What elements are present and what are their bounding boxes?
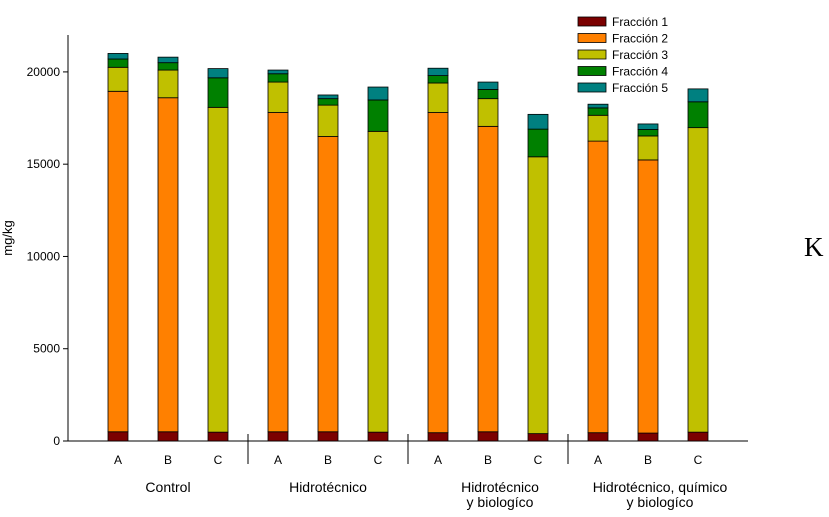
group-label: y biologíco	[627, 494, 694, 510]
group-label: Control	[145, 479, 190, 495]
bar-segment-5	[157, 56, 179, 64]
bar-segment-1	[367, 431, 389, 442]
bar-label: A	[274, 453, 282, 467]
bar-label: B	[644, 453, 652, 467]
bar-segment-3	[427, 82, 449, 113]
legend-label-3: Fracción 3	[612, 48, 668, 62]
bar-segment-2	[427, 112, 449, 434]
legend-label-1: Fracción 1	[612, 15, 668, 29]
bar-segment-4	[107, 58, 129, 68]
bar-segment-4	[267, 73, 289, 83]
bar-segment-4	[367, 99, 389, 132]
bar-segment-5	[107, 53, 129, 60]
bar-segment-5	[587, 103, 609, 109]
bar-label: A	[594, 453, 602, 467]
legend-label-2: Fracción 2	[612, 32, 668, 46]
bar-segment-4	[207, 77, 229, 108]
bar-segment-5	[527, 113, 549, 130]
bar-segment-3	[687, 127, 709, 433]
bar-segment-5	[687, 88, 709, 103]
y-tick-label: 5000	[33, 342, 60, 356]
bar-segment-2	[317, 136, 339, 433]
bar-segment-4	[317, 98, 339, 106]
bar-segment-2	[637, 159, 659, 434]
bar-segment-2	[477, 125, 499, 433]
bar-label: B	[164, 453, 172, 467]
legend-label-4: Fracción 4	[612, 65, 668, 79]
bar-segment-5	[367, 86, 389, 101]
legend-swatch-2	[577, 33, 607, 43]
legend-label-5: Fracción 5	[612, 81, 668, 95]
legend: Fracción 1 Fracción 2 Fracción 3 Fracción 4…	[577, 15, 668, 95]
bar-segment-5	[427, 67, 449, 77]
y-tick-label: 15000	[27, 157, 61, 171]
bar-label: C	[694, 453, 703, 467]
bar-segment-3	[317, 104, 339, 137]
bar-segment-1	[157, 431, 179, 442]
bar-segment-5	[477, 81, 499, 90]
bar-label: C	[374, 453, 383, 467]
bar-segment-3	[587, 114, 609, 142]
bar-segment-3	[527, 156, 549, 435]
bar-segment-1	[587, 432, 609, 442]
legend-swatch-5	[577, 82, 607, 93]
group-label: y biologíco	[467, 494, 534, 510]
group-label: Hidrotécnico	[461, 479, 539, 495]
y-axis-label: mg/kg	[0, 220, 15, 255]
y-tick-label: 20000	[27, 65, 61, 79]
bar-label: B	[324, 453, 332, 467]
bar-label: A	[114, 453, 122, 467]
bar-segment-4	[477, 89, 499, 100]
bar-segment-3	[267, 81, 289, 113]
bar-segment-5	[637, 123, 659, 130]
bar-segment-5	[267, 69, 289, 75]
bar-segment-4	[687, 101, 709, 129]
bar-segment-1	[317, 431, 339, 442]
bar-segment-2	[587, 140, 609, 434]
bar-label: B	[484, 453, 492, 467]
bar-segment-4	[637, 129, 659, 137]
group-label: Hidrotécnico, químico	[593, 479, 728, 495]
bar-segment-3	[107, 66, 129, 92]
side-letter: K	[804, 232, 824, 262]
bar-segment-1	[427, 432, 449, 442]
bar-segment-3	[637, 135, 659, 161]
bar-label: A	[434, 453, 442, 467]
y-tick-label: 10000	[27, 249, 61, 263]
legend-swatch-1	[577, 16, 607, 27]
bar-segment-3	[477, 98, 499, 127]
bar-segment-5	[207, 68, 229, 79]
bar-segment-1	[687, 431, 709, 442]
bar-segment-2	[157, 97, 179, 433]
bar-segment-1	[107, 431, 129, 442]
axes: 0 5000 10000 15000 20000 mg/kg	[0, 35, 748, 448]
bar-segment-3	[367, 130, 389, 433]
bar-segment-3	[207, 106, 229, 433]
bar-label: C	[214, 453, 223, 467]
y-tick-label: 0	[53, 434, 60, 448]
bar-segment-1	[637, 432, 659, 442]
bar-segment-5	[317, 94, 339, 100]
legend-swatch-4	[577, 66, 607, 76]
legend-swatch-3	[577, 49, 607, 60]
group-label: Hidrotécnico	[289, 479, 367, 495]
x-labels: A B C Control A B C Hidrotécnico A B C Hidrotécnico…	[114, 434, 728, 510]
bar-label: C	[534, 453, 543, 467]
bar-segment-2	[267, 112, 289, 433]
bar-segment-4	[427, 75, 449, 84]
bar-segment-4	[527, 128, 549, 158]
bar-segment-1	[527, 433, 549, 442]
bar-segment-4	[157, 62, 179, 71]
bar-segment-1	[207, 431, 229, 442]
bar-segment-1	[477, 431, 499, 442]
bar-segment-1	[267, 431, 289, 442]
bar-segment-2	[107, 90, 129, 433]
bars	[107, 53, 709, 442]
bar-segment-3	[157, 69, 179, 99]
bar-segment-4	[587, 107, 609, 116]
